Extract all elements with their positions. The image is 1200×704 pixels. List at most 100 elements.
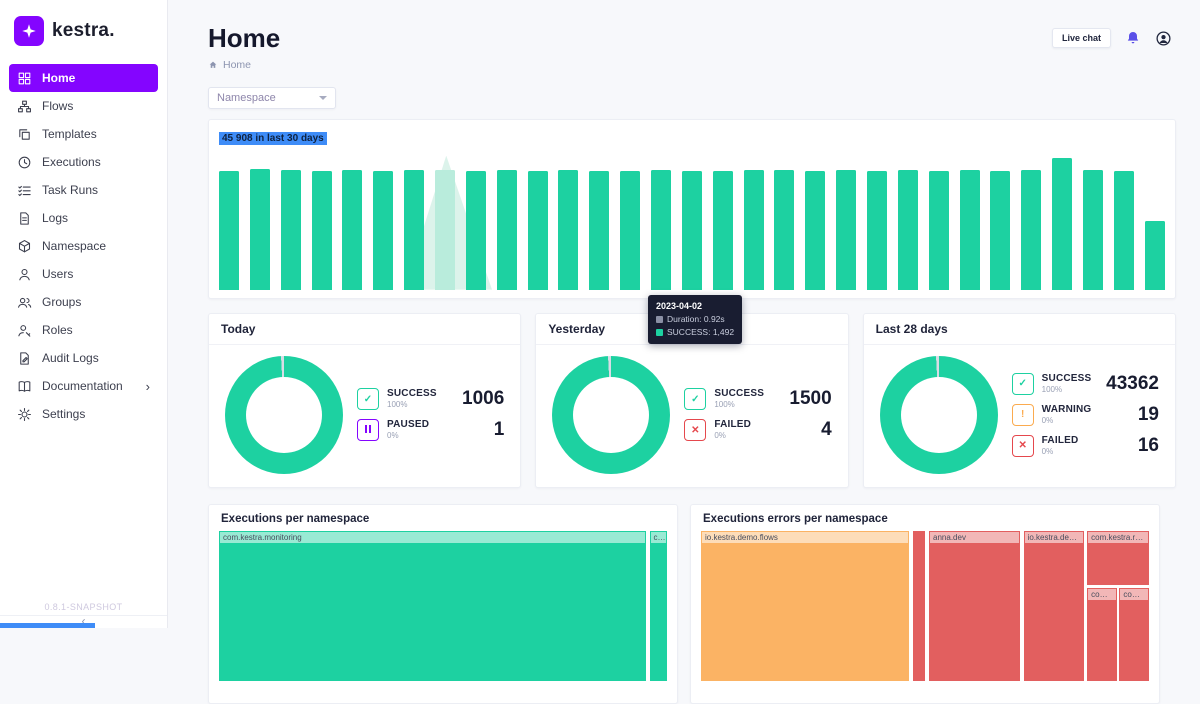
sidebar-item-templates[interactable]: Templates	[9, 120, 158, 148]
execution-bar[interactable]	[219, 170, 239, 290]
treemap-block[interactable]: com.ke	[1119, 587, 1149, 681]
execution-bar[interactable]	[651, 170, 672, 290]
sidebar-item-label: Settings	[42, 407, 86, 421]
treemap-block[interactable]: com.ke	[1087, 587, 1117, 681]
execution-bar[interactable]	[836, 169, 857, 290]
sidebar-item-task-runs[interactable]: Task Runs	[9, 176, 158, 204]
check-circle-icon: ✓	[357, 388, 379, 411]
donut-chart-today[interactable]	[225, 355, 343, 474]
execution-bar[interactable]	[342, 170, 363, 290]
collapse-accent-bar	[0, 623, 95, 628]
sidebar-item-label: Task Runs	[42, 183, 99, 197]
legend: ✓ SUCCESS 100% 1500 ✕ FAILED 0% 4	[684, 388, 832, 442]
sidebar-item-label: Roles	[42, 323, 73, 337]
legend-row-success: ✓ SUCCESS 100% 1006	[357, 388, 504, 411]
breadcrumb-home[interactable]: Home	[223, 58, 252, 71]
notifications-bell-icon[interactable]	[1125, 30, 1141, 46]
execution-bar[interactable]	[1083, 170, 1104, 290]
execution-bar[interactable]	[681, 171, 702, 290]
account-circle-icon[interactable]	[1155, 30, 1172, 47]
treemap-block[interactable]: com	[649, 530, 667, 681]
treemap-block[interactable]	[912, 530, 926, 681]
executions-chart-card: 45 908 in last 30 days	[208, 118, 1176, 299]
execution-bar[interactable]	[1021, 170, 1042, 290]
version-label: 0.8.1-SNAPSHOT	[44, 602, 123, 612]
execution-bar[interactable]	[990, 170, 1011, 290]
execution-bar[interactable]	[527, 170, 548, 290]
treemap-block-label: io.kestra.demo.flows	[702, 531, 909, 543]
account-key-icon	[17, 323, 32, 338]
execution-bar[interactable]	[249, 169, 270, 290]
execution-bar[interactable]	[743, 170, 764, 290]
namespace-select[interactable]: Namespace	[208, 86, 336, 109]
stat-card-title: Yesterday	[536, 314, 848, 345]
sidebar-item-label: Executions	[42, 155, 101, 169]
execution-bar[interactable]	[867, 170, 888, 290]
execution-bar[interactable]	[280, 170, 301, 290]
sidebar-item-label: Logs	[42, 211, 69, 225]
content-copy-icon	[17, 127, 32, 142]
execution-bar[interactable]	[1144, 220, 1165, 290]
treemap-title: Executions per namespace	[221, 512, 370, 525]
tooltip-duration-row: Duration: 0.92s	[656, 314, 734, 324]
sidebar-item-groups[interactable]: Groups	[9, 288, 158, 316]
tooltip-success-label: SUCCESS: 1,492	[667, 327, 735, 337]
execution-bar[interactable]	[1052, 157, 1073, 290]
donut-chart-yesterday[interactable]	[552, 355, 671, 474]
sidebar-item-logs[interactable]: Logs	[9, 204, 158, 232]
execution-bar[interactable]	[959, 170, 980, 290]
breadcrumb: Home	[208, 59, 1176, 71]
sidebar-item-roles[interactable]: Roles	[9, 316, 158, 344]
legend-row-success: ✓ SUCCESS 100% 43362	[1011, 372, 1159, 395]
pause-circle-icon	[357, 419, 379, 442]
execution-bar[interactable]	[712, 170, 733, 290]
treemap-block[interactable]: anna.dev	[929, 530, 1020, 681]
executions-errors-per-namespace-treemap: io.kestra.demo.flows anna.dev io.kestra.de…	[701, 530, 1149, 681]
treemap-block-label: io.kestra.demo.goo	[1024, 531, 1083, 543]
metric-label: SUCCESS	[1041, 372, 1092, 384]
sidebar-collapse-button[interactable]: ‹	[0, 615, 167, 628]
sidebar-item-namespace[interactable]: Namespace	[9, 232, 158, 260]
executions-summary-selected-text: 45 908 in last 30 days	[219, 131, 327, 145]
execution-bar[interactable]	[805, 171, 826, 290]
treemap-block[interactable]: com.kestra.repo	[1087, 530, 1149, 585]
sidebar-item-audit-logs[interactable]: Audit Logs	[9, 344, 158, 372]
sidebar-item-settings[interactable]: Settings	[9, 400, 158, 428]
execution-bar[interactable]	[435, 170, 456, 290]
execution-bar[interactable]	[1113, 170, 1134, 290]
execution-bar[interactable]	[404, 170, 425, 290]
execution-bar[interactable]	[558, 170, 579, 290]
metric-percent: 0%	[714, 431, 726, 441]
kestra-logo[interactable]: kestra.	[0, 0, 167, 64]
sidebar-item-documentation[interactable]: Documentation ›	[9, 372, 158, 400]
stat-card-today: Today ✓ SUCCESS 100% 1006	[208, 312, 522, 488]
treemap-block[interactable]: com.kestra.monitoring	[219, 530, 646, 681]
execution-bar[interactable]	[589, 170, 610, 290]
account-icon	[17, 267, 32, 282]
chevron-right-icon: ›	[145, 378, 150, 394]
execution-bar[interactable]	[620, 170, 641, 290]
sidebar-item-label: Documentation	[42, 379, 123, 393]
stat-card-last-28-days: Last 28 days ✓ SUCCESS 100% 43362 !	[862, 312, 1176, 488]
execution-bar[interactable]	[373, 170, 394, 290]
execution-bar[interactable]	[496, 169, 517, 290]
execution-bar[interactable]	[897, 170, 918, 290]
duration-swatch	[656, 315, 663, 323]
execution-bar[interactable]	[465, 171, 486, 290]
treemap-block[interactable]: io.kestra.demo.flows	[701, 530, 910, 681]
sidebar-item-flows[interactable]: Flows	[9, 92, 158, 120]
execution-bar[interactable]	[774, 170, 795, 290]
treemap-block[interactable]: io.kestra.demo.goo	[1023, 530, 1084, 681]
sidebar-item-users[interactable]: Users	[9, 260, 158, 288]
metric-label: FAILED	[1041, 434, 1079, 446]
cube-icon	[17, 239, 32, 254]
metric-percent: 100%	[387, 400, 408, 410]
sidebar-item-home[interactable]: Home	[9, 64, 158, 92]
live-chat-button[interactable]: Live chat	[1051, 28, 1111, 48]
legend-row-paused: PAUSED 0% 1	[357, 419, 504, 442]
cog-icon	[17, 407, 32, 422]
execution-bar[interactable]	[311, 171, 332, 290]
sidebar-item-executions[interactable]: Executions	[9, 148, 158, 176]
execution-bar[interactable]	[928, 170, 949, 290]
donut-chart-last-28-days[interactable]	[879, 355, 998, 474]
